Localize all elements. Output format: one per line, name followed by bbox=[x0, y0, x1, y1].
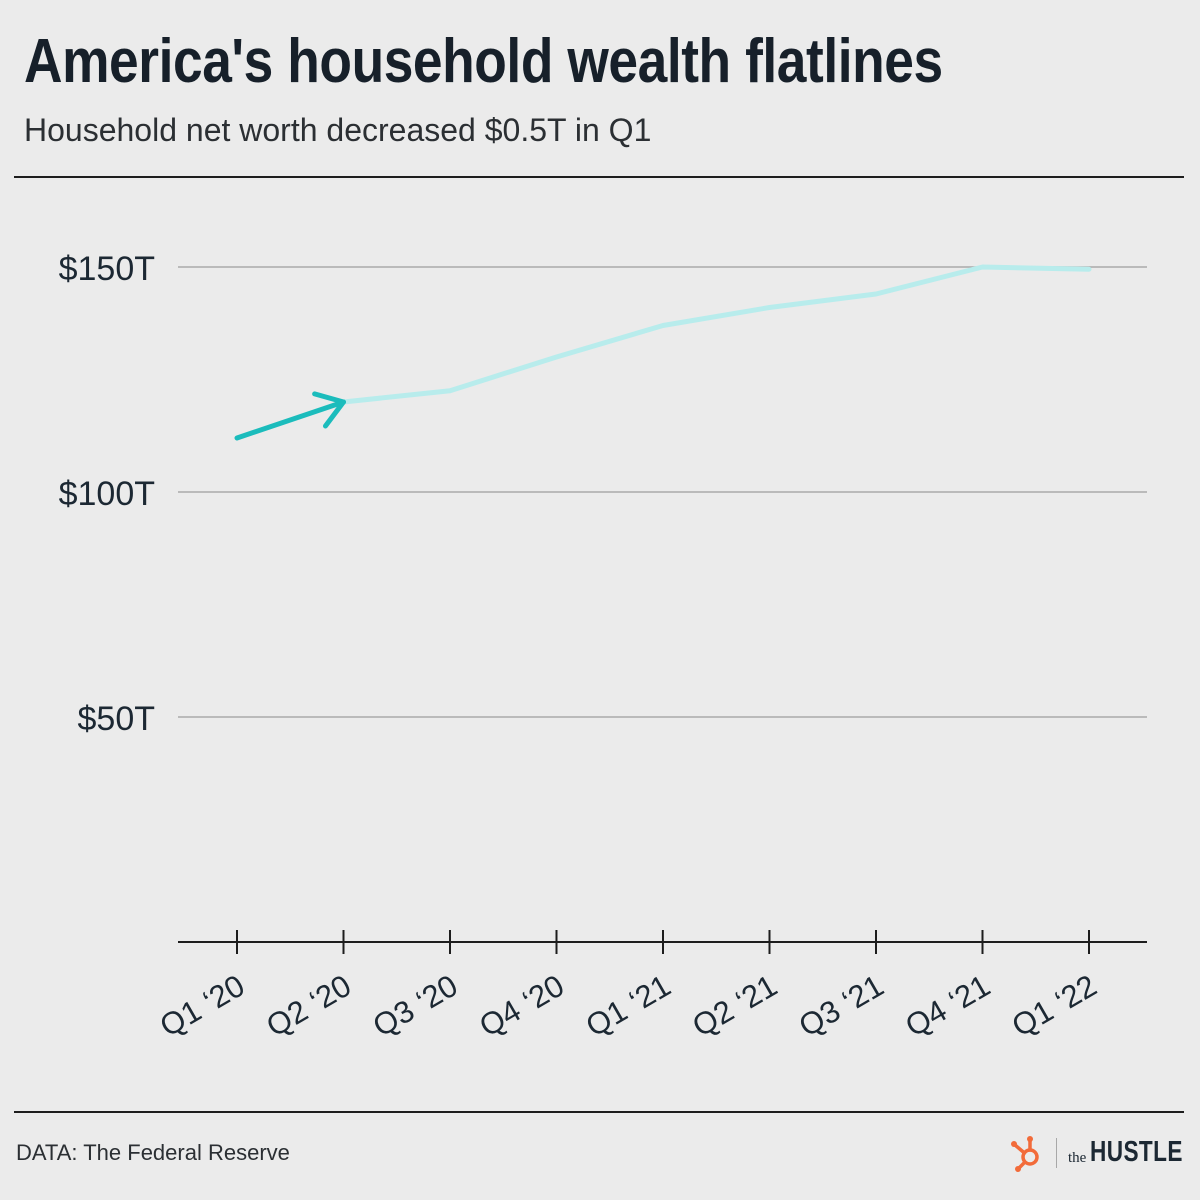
chart-title: America's household wealth flatlines bbox=[24, 27, 943, 96]
x-tick-label: Q2 ‘20 bbox=[260, 968, 357, 1044]
x-tick-label: Q1 ‘21 bbox=[580, 968, 677, 1044]
grid-layer bbox=[178, 266, 1147, 718]
highlight-arrow-head bbox=[312, 391, 346, 429]
y-tick-label: $100T bbox=[59, 475, 155, 513]
x-tick-label: Q4 ‘21 bbox=[899, 968, 996, 1044]
bottom-divider bbox=[14, 1111, 1184, 1113]
series-layer bbox=[234, 264, 1092, 441]
highlight-arrow-shaft bbox=[234, 399, 346, 441]
logo-wordmark: HUSTLE bbox=[1090, 1136, 1183, 1168]
line-chart: $50T$100T$150T Q1 ‘20 Q2 ‘20 Q3 ‘20 Q4 ‘20 Q… bbox=[59, 250, 1147, 1044]
logo-separator bbox=[1056, 1138, 1057, 1168]
x-axis bbox=[178, 930, 1147, 954]
x-tick-label: Q1 ‘22 bbox=[1006, 968, 1103, 1044]
series-line bbox=[341, 264, 1092, 405]
x-tick-label: Q1 ‘20 bbox=[154, 968, 251, 1044]
the-hustle-logo: the HUSTLE bbox=[1006, 1132, 1186, 1176]
top-divider bbox=[14, 176, 1184, 178]
x-tick-label: Q3 ‘21 bbox=[793, 968, 890, 1044]
y-tick-labels: $50T $100T $150T bbox=[59, 250, 155, 738]
logo-prefix: the bbox=[1068, 1150, 1087, 1166]
hubspot-sprocket-icon bbox=[1011, 1136, 1039, 1172]
x-tick-label: Q2 ‘21 bbox=[686, 968, 783, 1044]
x-tick-labels: Q1 ‘20 Q2 ‘20 Q3 ‘20 Q4 ‘20 Q1 ‘21 Q2 ‘21 Q3 ‘… bbox=[154, 968, 1103, 1044]
y-tick-label: $50T bbox=[78, 700, 156, 738]
chart-subtitle: Household net worth decreased $0.5T in Q… bbox=[24, 112, 652, 148]
x-tick-label: Q3 ‘20 bbox=[367, 968, 464, 1044]
source-note: DATA: The Federal Reserve bbox=[16, 1140, 290, 1165]
y-tick-label: $150T bbox=[59, 250, 155, 288]
x-tick-label: Q4 ‘20 bbox=[473, 968, 570, 1044]
